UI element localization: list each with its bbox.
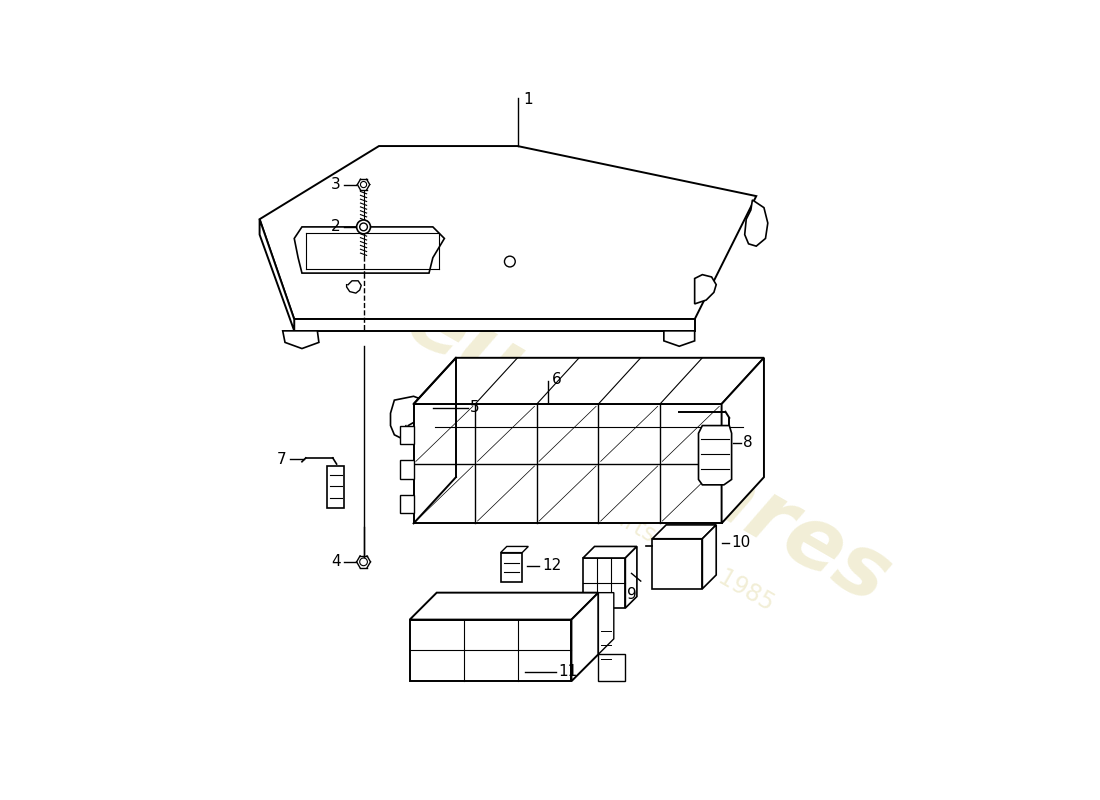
Text: a passion for parts since 1985: a passion for parts since 1985 — [456, 416, 779, 615]
Polygon shape — [745, 200, 768, 246]
Circle shape — [356, 220, 371, 234]
Polygon shape — [652, 538, 703, 589]
Polygon shape — [390, 396, 427, 438]
Circle shape — [360, 558, 367, 566]
Text: 5: 5 — [470, 400, 480, 415]
Text: 2: 2 — [331, 219, 341, 234]
Bar — [399, 460, 414, 478]
Polygon shape — [500, 553, 522, 582]
Bar — [399, 426, 414, 444]
Polygon shape — [572, 593, 598, 682]
Polygon shape — [328, 466, 344, 508]
Polygon shape — [409, 593, 598, 619]
Polygon shape — [652, 525, 716, 538]
Text: 1: 1 — [522, 92, 532, 107]
Polygon shape — [283, 331, 319, 349]
Polygon shape — [583, 546, 637, 558]
Circle shape — [361, 182, 366, 188]
Polygon shape — [414, 404, 722, 523]
Polygon shape — [295, 319, 695, 331]
Polygon shape — [698, 426, 732, 485]
Bar — [399, 495, 414, 514]
Polygon shape — [598, 654, 625, 682]
Polygon shape — [664, 331, 695, 346]
Text: 7: 7 — [277, 452, 286, 467]
Text: 11: 11 — [559, 665, 578, 679]
Polygon shape — [295, 227, 444, 273]
Polygon shape — [260, 146, 757, 319]
Text: 9: 9 — [627, 587, 637, 602]
Text: 12: 12 — [542, 558, 561, 573]
Text: 4: 4 — [331, 554, 341, 570]
Circle shape — [505, 256, 515, 267]
Text: 6: 6 — [552, 372, 562, 387]
Circle shape — [360, 223, 367, 230]
Text: 8: 8 — [744, 435, 752, 450]
Polygon shape — [722, 358, 763, 523]
Polygon shape — [598, 593, 614, 654]
Text: eurospares: eurospares — [392, 278, 905, 622]
Polygon shape — [500, 546, 528, 553]
Polygon shape — [695, 274, 716, 304]
Polygon shape — [625, 546, 637, 608]
Polygon shape — [260, 219, 295, 331]
Text: 3: 3 — [331, 177, 341, 192]
Polygon shape — [409, 619, 572, 682]
Polygon shape — [414, 358, 763, 404]
Polygon shape — [583, 558, 625, 608]
Text: 10: 10 — [732, 535, 751, 550]
Polygon shape — [703, 525, 716, 589]
